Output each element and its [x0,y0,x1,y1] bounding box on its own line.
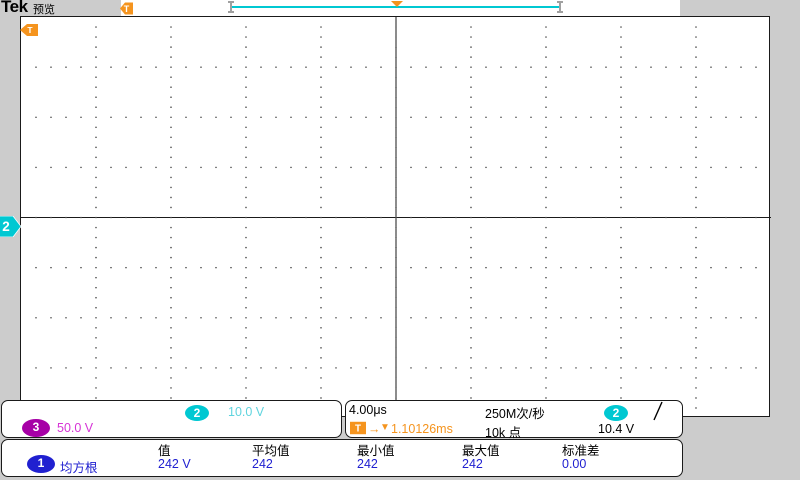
svg-text:2: 2 [2,219,10,234]
svg-text:T: T [124,4,130,14]
svg-text:T: T [27,25,33,35]
svg-text:T: T [355,424,361,435]
